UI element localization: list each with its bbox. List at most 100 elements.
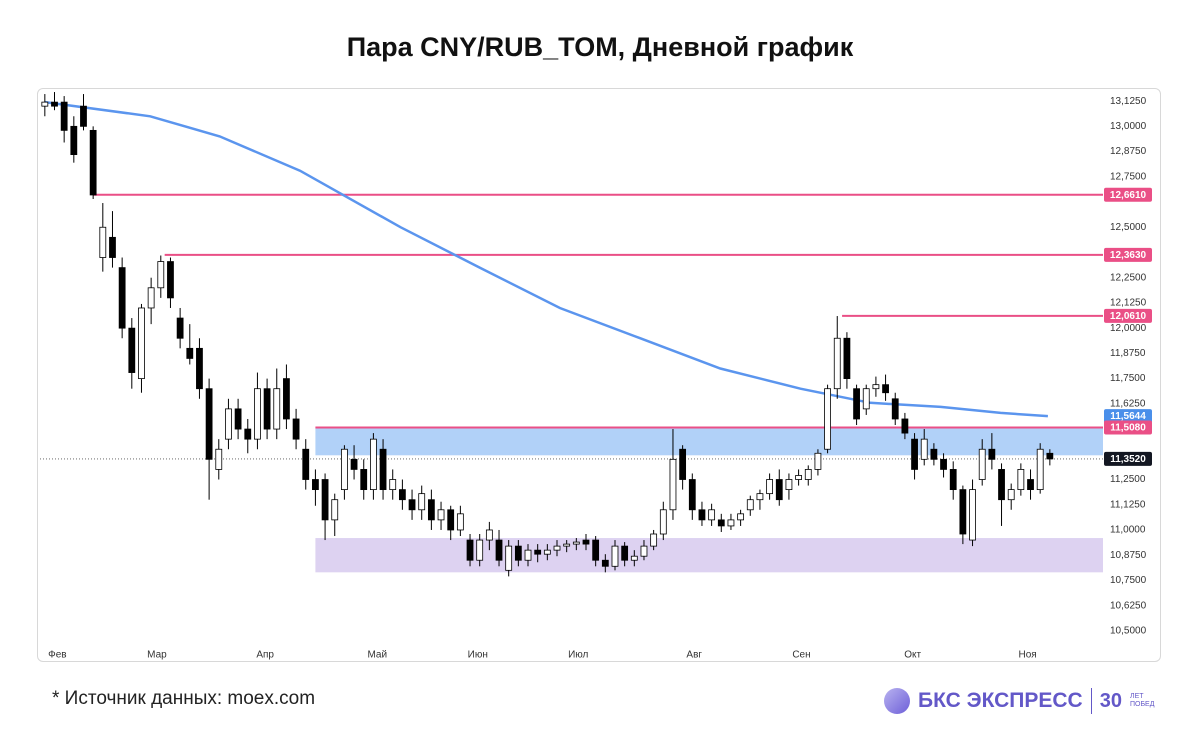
candle-body [89,129,97,196]
candle-body [302,448,310,480]
y-tick-label: 11,1250 [1110,499,1146,510]
candle-body [621,545,629,561]
logo-brand: БКС ЭКСПРЕСС [918,689,1083,712]
candle-body [350,458,358,470]
candle-body [1017,469,1025,491]
source-note: * Источник данных: moex.com [52,688,316,709]
candle-body [746,499,754,511]
candle-body [766,479,774,495]
candle-body [369,438,377,491]
candle-body [640,545,648,557]
candle-body [118,267,126,329]
zone [315,538,1103,573]
chart-title: Пара CNY/RUB_TOM, Дневной график [346,32,854,62]
candle-body [563,543,571,547]
price-badge [1104,187,1152,202]
candle-body [534,549,542,555]
candle-body [495,539,503,561]
candle-body [437,509,445,521]
candle-body [427,499,435,521]
candle-body [41,101,49,107]
candle-body [398,489,406,501]
candle-body [737,513,745,521]
candle-body [1007,489,1015,501]
candle-body [543,549,551,555]
candle-body [882,384,889,394]
candle-body [292,418,300,440]
candle-body [669,458,677,511]
price-badge [1104,409,1152,424]
candle-body [225,408,232,440]
logo-caption: ЛЕТ ПОБЕД [1129,693,1155,708]
candle-body [940,458,947,470]
y-tick-label: 12,2500 [1110,272,1147,283]
candle-body [51,101,58,107]
candle-body [891,398,899,420]
candle-body [872,384,880,390]
logo-years: 30 [1099,689,1122,712]
chart-card [37,88,1161,662]
y-tick-label: 10,5000 [1110,626,1147,637]
candle-body [524,549,532,561]
candle-body [785,479,793,491]
candle-body [205,388,213,460]
candle-body [1027,479,1034,491]
y-tick-label: 11,2500 [1110,474,1146,485]
y-tick-label: 12,5000 [1110,222,1147,233]
candle-body [263,388,271,430]
candle-body [215,448,223,470]
candle-body [341,448,348,491]
candle-body [611,545,619,567]
candle-body [157,261,165,289]
candle-body [254,388,261,440]
candle-body [572,541,580,545]
candle-body [553,545,561,551]
candle-body [988,448,996,460]
candle-body [466,539,474,561]
y-tick-label: 11,8750 [1110,348,1146,359]
candle-body [99,226,107,258]
candle-body [273,388,281,430]
candle-body [283,378,290,420]
candle-body [109,236,116,258]
candle-body [630,555,638,561]
candle-body [930,448,938,460]
candle-body [321,479,329,521]
candle-body [949,469,957,491]
y-tick-label: 13,1250 [1110,96,1147,107]
price-badge [1104,451,1152,466]
moving-average [44,100,1048,418]
candle-body [814,452,822,470]
x-tick-label: Авг [686,650,702,661]
y-tick-label: 10,8750 [1110,550,1147,561]
candle-body [360,469,368,491]
candle-body [901,418,909,434]
candle-body [804,469,812,480]
candle-body [60,101,68,131]
candle-body [862,388,870,410]
x-tick-label: Фев [48,650,66,661]
y-tick-label: 13,0000 [1110,121,1147,132]
candle-body [998,469,1005,501]
candle-body [379,448,387,491]
candle-body [911,438,918,470]
candle-body [505,545,513,571]
price-badge [1104,420,1152,435]
y-tick-label: 11,7500 [1110,373,1146,384]
candle-body [485,529,493,541]
x-tick-label: Сен [792,650,810,661]
y-tick-label: 10,6250 [1110,600,1147,611]
price-badge-label: 11,5080 [1110,423,1146,434]
candle-body [795,475,802,480]
logo: БКС ЭКСПРЕСС 30 ЛЕТ ПОБЕД [884,688,1166,714]
candle-body [456,513,464,531]
y-tick-label: 11,6250 [1110,398,1146,409]
candle-body [234,408,242,430]
price-badge [1104,308,1152,323]
candle-body [978,448,986,480]
zone [315,427,1103,456]
candle-body [843,337,851,380]
candle-body [824,388,831,450]
candle-body [128,327,136,373]
